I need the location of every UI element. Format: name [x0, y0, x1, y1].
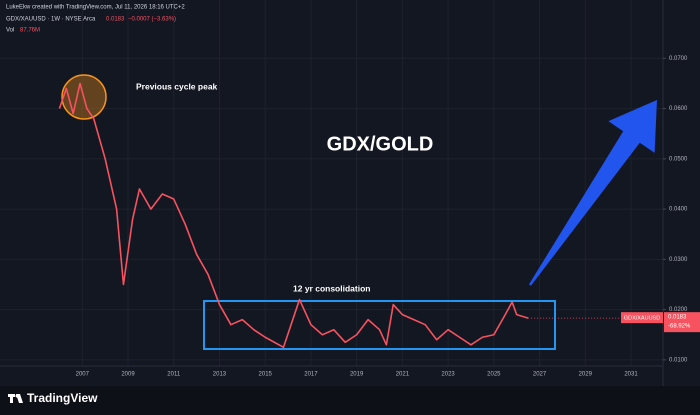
y-tick-label: 0.0500 [669, 156, 688, 162]
x-tick-label: 2007 [76, 372, 90, 378]
brand-logo [8, 394, 23, 403]
x-tick-label: 2025 [487, 372, 501, 378]
x-tick-label: 2019 [350, 372, 364, 378]
x-tick-label: 2015 [259, 372, 273, 378]
x-tick-label: 2031 [624, 372, 638, 378]
x-tick-label: 2029 [579, 372, 593, 378]
price-line [58, 82, 529, 349]
logo-part [15, 394, 19, 398]
last-price-badge [664, 312, 700, 333]
volume-value: 87.76M [20, 28, 40, 34]
credit: LukeEkw created with TradingView.com, Ju… [6, 5, 185, 11]
logo-part [10, 394, 13, 403]
last-change: -68.92% [668, 324, 691, 330]
consolidation-box [203, 300, 556, 350]
y-tick-label: 0.0700 [669, 56, 688, 62]
last-price: 0.0183 [668, 315, 687, 321]
annotation: Previous cycle peak [136, 81, 218, 91]
trend-arrow [529, 100, 657, 286]
x-tick-label: 2017 [304, 372, 318, 378]
plot-area [58, 82, 529, 349]
close-price: 0.0183 [106, 17, 125, 23]
series-name: GDX/XAUUSD [624, 316, 660, 322]
chart-title: GDX/GOLD [327, 133, 434, 155]
x-tick-label: 2009 [121, 372, 135, 378]
y-tick-label: 0.0600 [669, 106, 688, 112]
volume-label: Vol [6, 28, 14, 34]
x-tick-label: 2023 [441, 372, 455, 378]
x-tick-label: 2011 [167, 372, 181, 378]
grid [0, 0, 663, 366]
y-tick-label: 0.0400 [669, 207, 688, 213]
y-tick-label: 0.0200 [669, 307, 688, 313]
annotation: 12 yr consolidation [293, 283, 370, 293]
x-tick-label: 2021 [396, 372, 410, 378]
brand-name: TradingView [27, 391, 98, 405]
y-tick-label: 0.0300 [669, 257, 688, 263]
series-name-badge [621, 312, 663, 324]
symbol: GDX/XAUUSD · 1W · NYSE Arca [6, 17, 96, 23]
close-change: −0.0007 (−3.63%) [128, 17, 176, 23]
footer-bar [0, 386, 700, 415]
x-tick-label: 2013 [213, 372, 227, 378]
x-tick-label: 2027 [533, 372, 547, 378]
y-tick-label: 0.0100 [669, 357, 688, 363]
